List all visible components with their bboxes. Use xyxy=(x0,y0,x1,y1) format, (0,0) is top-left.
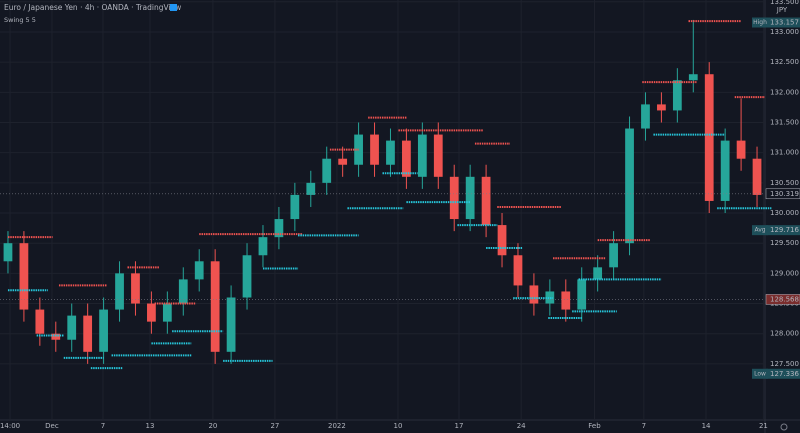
candle-body xyxy=(322,158,332,183)
y-tick-label: 131.500 xyxy=(770,119,799,127)
candle-body xyxy=(35,309,45,334)
candle-body xyxy=(226,297,236,352)
y-tick-label: 127.500 xyxy=(770,360,799,368)
candle-body xyxy=(194,261,204,280)
x-tick-label: 14:00 xyxy=(0,422,20,430)
x-tick-label: Dec xyxy=(45,422,59,430)
price-tag-box xyxy=(752,368,768,379)
candle-body xyxy=(274,219,284,238)
candle-body xyxy=(704,74,714,201)
price-tag-name: Avg xyxy=(754,227,765,234)
price-tag xyxy=(766,225,800,236)
y-tick-label: 128.000 xyxy=(770,330,799,338)
candle-body xyxy=(386,140,395,165)
candle-body xyxy=(3,243,13,262)
candle-body xyxy=(449,176,459,220)
plot-area xyxy=(0,0,772,420)
candle-body xyxy=(83,315,93,352)
candle-body xyxy=(306,182,316,195)
y-tick-label: 131.000 xyxy=(770,149,799,157)
price-tag-box xyxy=(752,17,768,28)
candle-body xyxy=(338,158,348,165)
x-tick-label: 7 xyxy=(101,422,105,430)
x-tick-label: Feb xyxy=(588,422,601,430)
y-tick-label: 129.000 xyxy=(770,269,799,277)
candle-body xyxy=(99,309,108,352)
price-tag-name: Low xyxy=(754,370,766,377)
x-tick-label: 13 xyxy=(146,422,155,430)
candle-body xyxy=(147,303,156,322)
candle-body xyxy=(657,104,666,111)
candle-body xyxy=(67,315,77,340)
x-tick-label: 2022 xyxy=(328,422,346,430)
candle-body xyxy=(210,261,220,352)
indicator-label: Swing 5 5 xyxy=(4,16,36,24)
x-tick-label: 7 xyxy=(642,422,646,430)
y-tick-label: 132.000 xyxy=(770,88,799,96)
candle-body xyxy=(481,176,491,226)
candle-body xyxy=(370,134,379,165)
candle-body xyxy=(51,333,61,340)
y-tick-label: 130.500 xyxy=(770,179,799,187)
candle-body xyxy=(577,279,587,310)
candle-body xyxy=(736,140,746,159)
candle-body xyxy=(19,243,29,310)
price-tag xyxy=(765,294,800,305)
x-tick-label: 20 xyxy=(208,422,217,430)
x-tick-label: 10 xyxy=(393,422,402,430)
currency-label: JPY xyxy=(776,6,788,14)
price-tag-box xyxy=(752,225,768,236)
x-tick-label: 17 xyxy=(455,422,464,430)
x-tick-label: 24 xyxy=(517,422,526,430)
candle-body xyxy=(162,303,172,322)
y-tick-label: 130.000 xyxy=(770,209,799,217)
candle-body xyxy=(641,104,650,129)
candle-body xyxy=(242,255,252,298)
candle-body xyxy=(258,237,268,256)
candle-body xyxy=(497,225,507,256)
settings-icon[interactable] xyxy=(780,423,788,431)
price-tag xyxy=(765,188,800,200)
price-tag-value: 130.319 xyxy=(770,190,799,198)
chart-title: Euro / Japanese Yen · 4h · OANDA · Tradi… xyxy=(4,3,181,12)
y-tick-label: 132.500 xyxy=(770,58,799,66)
x-tick-label: 27 xyxy=(270,422,279,430)
candle-body xyxy=(115,273,124,310)
candle-body xyxy=(131,273,140,304)
x-tick-label: 21 xyxy=(759,422,768,430)
candle-body xyxy=(465,176,475,220)
price-tag xyxy=(766,17,800,28)
y-tick-label: 133.000 xyxy=(770,28,799,36)
price-tag-value: 129.716 xyxy=(770,226,799,234)
candle-body xyxy=(752,158,762,195)
candle-body xyxy=(720,140,730,201)
price-tag-value: 128.568 xyxy=(770,295,799,303)
price-tag xyxy=(766,368,800,379)
candle-body xyxy=(672,80,682,111)
candle-body xyxy=(290,194,300,220)
candle-body xyxy=(402,140,411,177)
x-tick-label: 14 xyxy=(702,422,711,430)
candle-body xyxy=(609,243,618,268)
candle-body xyxy=(529,285,539,304)
candle-body xyxy=(513,255,523,286)
candle-body xyxy=(178,279,188,304)
candle-body xyxy=(417,134,427,177)
candle-body xyxy=(561,291,571,310)
candle-body xyxy=(593,267,603,280)
y-tick-label: 129.500 xyxy=(770,239,799,247)
price-tag-value: 127.336 xyxy=(770,370,799,378)
price-tag-name: High xyxy=(753,19,767,26)
candle-body xyxy=(545,291,555,304)
candle-body xyxy=(625,128,634,244)
sync-icon[interactable] xyxy=(170,4,177,11)
y-tick-label: 133.500 xyxy=(770,0,799,6)
candle-body xyxy=(688,74,698,81)
candle-body xyxy=(433,134,443,177)
price-tag-value: 133.157 xyxy=(770,19,799,27)
